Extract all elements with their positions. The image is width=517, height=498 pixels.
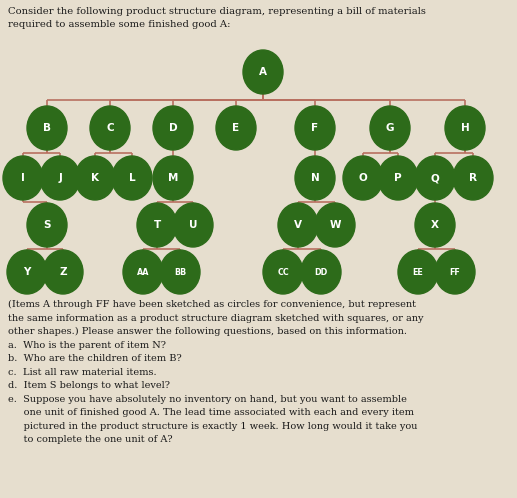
Text: V: V xyxy=(294,220,302,230)
Ellipse shape xyxy=(3,156,43,200)
Text: Z: Z xyxy=(59,267,67,277)
Text: b.  Who are the children of item B?: b. Who are the children of item B? xyxy=(8,354,182,363)
Text: P: P xyxy=(394,173,402,183)
Text: D: D xyxy=(169,123,177,133)
Text: E: E xyxy=(233,123,239,133)
Ellipse shape xyxy=(27,203,67,247)
Text: I: I xyxy=(21,173,25,183)
Text: R: R xyxy=(469,173,477,183)
Ellipse shape xyxy=(243,50,283,94)
Text: L: L xyxy=(129,173,135,183)
Text: e.  Suppose you have absolutely no inventory on hand, but you want to assemble: e. Suppose you have absolutely no invent… xyxy=(8,394,407,403)
Text: Y: Y xyxy=(23,267,31,277)
Text: c.  List all raw material items.: c. List all raw material items. xyxy=(8,368,157,376)
Text: J: J xyxy=(58,173,62,183)
Text: X: X xyxy=(431,220,439,230)
Text: H: H xyxy=(461,123,469,133)
Ellipse shape xyxy=(160,250,200,294)
Text: O: O xyxy=(359,173,368,183)
Text: DD: DD xyxy=(314,267,328,276)
Ellipse shape xyxy=(153,106,193,150)
Text: EE: EE xyxy=(413,267,423,276)
Text: the same information as a product structure diagram sketched with squares, or an: the same information as a product struct… xyxy=(8,314,423,323)
Ellipse shape xyxy=(343,156,383,200)
Ellipse shape xyxy=(263,250,303,294)
Text: W: W xyxy=(329,220,341,230)
Ellipse shape xyxy=(295,106,335,150)
Ellipse shape xyxy=(173,203,213,247)
Ellipse shape xyxy=(415,203,455,247)
Ellipse shape xyxy=(40,156,80,200)
Text: U: U xyxy=(189,220,197,230)
Text: BB: BB xyxy=(174,267,186,276)
Ellipse shape xyxy=(398,250,438,294)
Text: AA: AA xyxy=(137,267,149,276)
Text: other shapes.) Please answer the following questions, based on this information.: other shapes.) Please answer the followi… xyxy=(8,327,407,336)
Text: required to assemble some finished good A:: required to assemble some finished good … xyxy=(8,20,231,29)
Text: d.  Item S belongs to what level?: d. Item S belongs to what level? xyxy=(8,381,170,390)
Text: Consider the following product structure diagram, representing a bill of materia: Consider the following product structure… xyxy=(8,7,426,16)
Ellipse shape xyxy=(75,156,115,200)
Text: N: N xyxy=(311,173,320,183)
Ellipse shape xyxy=(315,203,355,247)
Ellipse shape xyxy=(295,156,335,200)
Text: A: A xyxy=(259,67,267,77)
Text: one unit of finished good A. The lead time associated with each and every item: one unit of finished good A. The lead ti… xyxy=(8,408,414,417)
Ellipse shape xyxy=(415,156,455,200)
Ellipse shape xyxy=(370,106,410,150)
Ellipse shape xyxy=(216,106,256,150)
Text: S: S xyxy=(43,220,51,230)
Text: Q: Q xyxy=(431,173,439,183)
Ellipse shape xyxy=(137,203,177,247)
Text: M: M xyxy=(168,173,178,183)
Ellipse shape xyxy=(123,250,163,294)
Text: F: F xyxy=(311,123,318,133)
Text: FF: FF xyxy=(450,267,460,276)
Text: B: B xyxy=(43,123,51,133)
Ellipse shape xyxy=(112,156,152,200)
Ellipse shape xyxy=(27,106,67,150)
Text: to complete the one unit of A?: to complete the one unit of A? xyxy=(8,435,173,444)
Text: (Items A through FF have been sketched as circles for convenience, but represent: (Items A through FF have been sketched a… xyxy=(8,300,416,309)
Text: G: G xyxy=(386,123,394,133)
Ellipse shape xyxy=(435,250,475,294)
Ellipse shape xyxy=(7,250,47,294)
Ellipse shape xyxy=(445,106,485,150)
Ellipse shape xyxy=(90,106,130,150)
Ellipse shape xyxy=(453,156,493,200)
Text: a.  Who is the parent of item N?: a. Who is the parent of item N? xyxy=(8,341,166,350)
Text: C: C xyxy=(106,123,114,133)
Text: pictured in the product structure is exactly 1 week. How long would it take you: pictured in the product structure is exa… xyxy=(8,421,418,430)
Ellipse shape xyxy=(301,250,341,294)
Text: CC: CC xyxy=(277,267,289,276)
Ellipse shape xyxy=(278,203,318,247)
Text: K: K xyxy=(91,173,99,183)
Ellipse shape xyxy=(153,156,193,200)
Ellipse shape xyxy=(378,156,418,200)
Ellipse shape xyxy=(43,250,83,294)
Text: T: T xyxy=(154,220,161,230)
